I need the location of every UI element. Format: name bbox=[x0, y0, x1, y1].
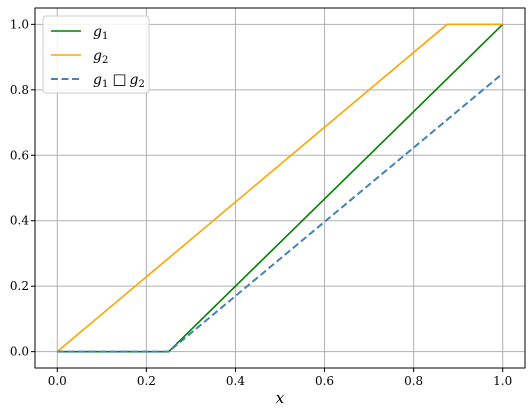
x-tick-label: 0.8 bbox=[404, 374, 423, 388]
y-tick-label: 0.2 bbox=[10, 279, 29, 293]
x-tick-label: 0.2 bbox=[137, 374, 156, 388]
series-line-2 bbox=[56, 23, 503, 353]
series-line-3 bbox=[57, 72, 504, 353]
y-tick-label: 0.0 bbox=[10, 345, 29, 359]
x-tick-label: 0.4 bbox=[226, 374, 245, 388]
ticks: 0.0 0.2 0.4 0.6 0.8 1.0 0.0 0.2 0.4 0.6 0.8 1.0 bbox=[10, 17, 512, 388]
legend-label-3: g1 □ g2 bbox=[93, 70, 145, 90]
legend-label-subscript: 1 bbox=[102, 79, 108, 90]
legend-label-base: g bbox=[93, 48, 102, 64]
y-tick-label: 1.0 bbox=[10, 17, 29, 31]
legend-label-subscript: 2 bbox=[102, 55, 108, 66]
grid bbox=[35, 8, 525, 368]
legend-box bbox=[42, 15, 150, 94]
y-tick-label: 0.4 bbox=[10, 214, 29, 228]
plot-frame bbox=[34, 7, 526, 369]
series-group bbox=[56, 23, 504, 353]
x-tick-label: 0.6 bbox=[315, 374, 334, 388]
legend-label-subscript: 1 bbox=[102, 31, 108, 42]
legend-label-1: g1 bbox=[93, 24, 108, 42]
legend-label-subscript-2: 2 bbox=[139, 79, 145, 90]
legend-label-base: g bbox=[93, 24, 102, 40]
legend-label-base: g bbox=[93, 72, 102, 88]
legend-label-base-2: g bbox=[130, 72, 139, 88]
x-tick-label: 1.0 bbox=[493, 374, 512, 388]
y-tick-label: 0.6 bbox=[10, 148, 29, 162]
legend-label-2: g2 bbox=[93, 48, 108, 66]
x-tick-label: 0.0 bbox=[48, 374, 67, 388]
y-tick-label: 0.8 bbox=[10, 83, 29, 97]
legend-label-operator: □ bbox=[112, 70, 126, 88]
x-axis-label: x bbox=[276, 389, 285, 407]
